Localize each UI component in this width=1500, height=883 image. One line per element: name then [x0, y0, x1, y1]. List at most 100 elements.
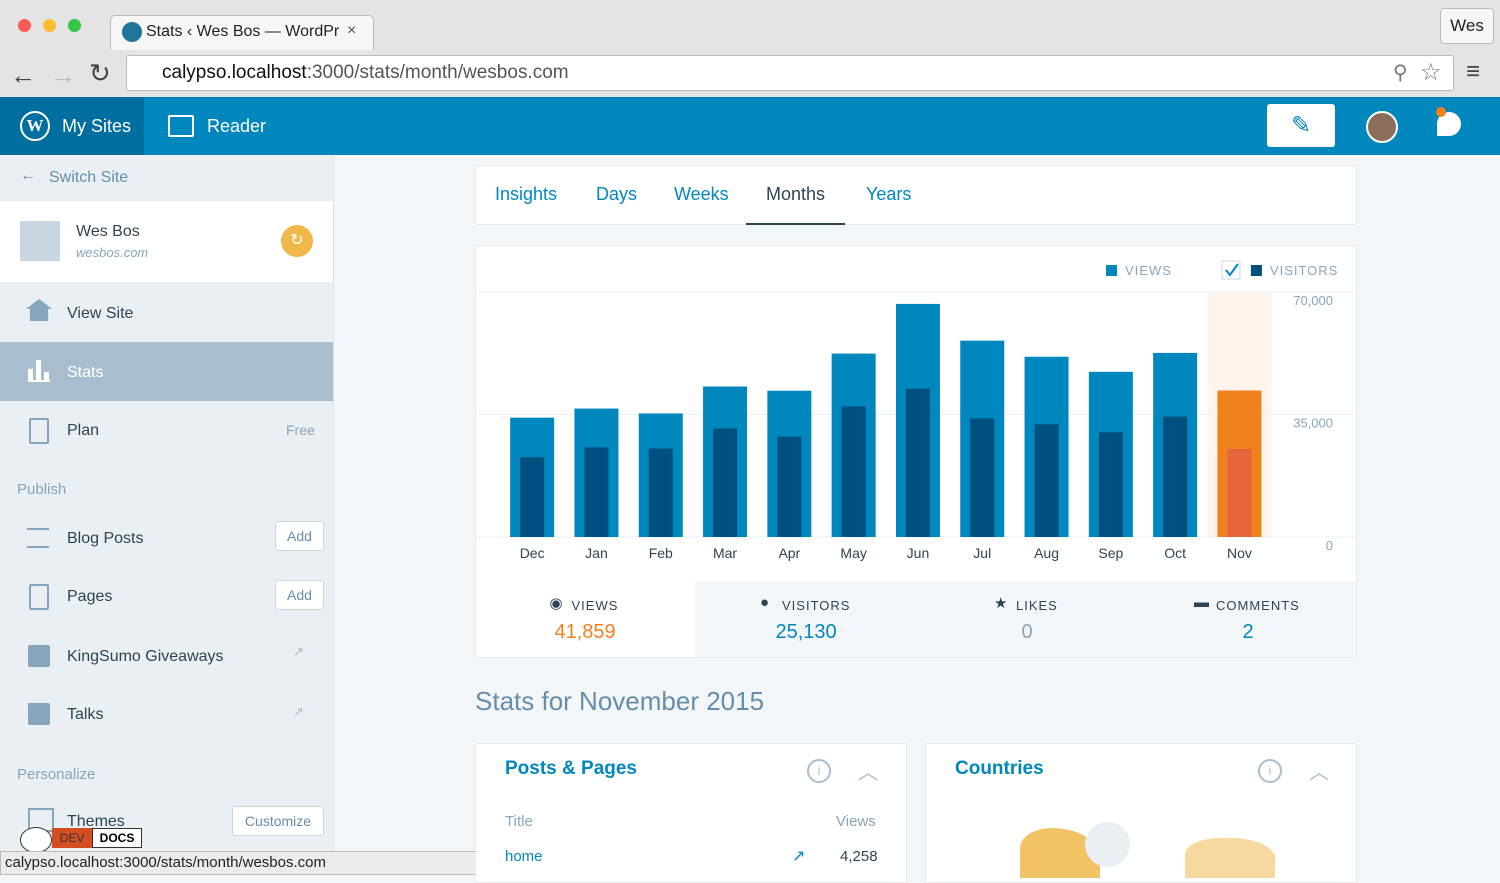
x-tick-label: Jul	[973, 545, 991, 561]
reader-label[interactable]: Reader	[207, 116, 267, 136]
site-domain: wesbos.com	[76, 245, 149, 260]
stats-selected[interactable]	[0, 342, 333, 401]
reader-icon	[168, 115, 194, 137]
site-name: Wes Bos	[76, 223, 140, 240]
y-tick-label: 0	[1326, 538, 1333, 553]
sync-badge[interactable]: ↻	[281, 225, 313, 257]
close-dot[interactable]	[18, 19, 31, 32]
period-tab[interactable]: Years	[866, 184, 912, 204]
x-tick-label: May	[840, 545, 866, 561]
map-land	[1185, 838, 1275, 878]
menu-button[interactable]: ≡	[1466, 58, 1481, 85]
legend-checkbox[interactable]	[1221, 260, 1241, 280]
tab-favicon	[122, 22, 142, 42]
bookmark-star[interactable]: ☆	[1420, 59, 1442, 86]
add-post-button[interactable]: Add	[275, 521, 324, 551]
bar	[1227, 449, 1252, 537]
avatar[interactable]	[1366, 111, 1398, 143]
summary-icon: ◉	[549, 595, 563, 612]
row-views: 4,258	[840, 848, 878, 865]
url-host: calypso.localhost	[162, 62, 307, 83]
add-page-button[interactable]: Add	[275, 580, 324, 610]
y-tick-label: 70,000	[1293, 293, 1333, 308]
stats-label[interactable]: Stats	[67, 364, 104, 381]
kingsumo[interactable]: KingSumo Giveaways	[67, 648, 224, 665]
summary-value: 41,859	[554, 621, 616, 643]
x-tick-label: Dec	[520, 545, 545, 561]
external-link[interactable]: ↗	[792, 848, 806, 865]
summary-label: VIEWS	[571, 598, 619, 613]
blog-posts[interactable]: Blog Posts	[67, 530, 144, 547]
zoom-dot[interactable]	[68, 19, 81, 32]
docs-badge[interactable]: DOCS	[92, 828, 142, 848]
pages-icon	[29, 584, 49, 610]
posts-card	[475, 743, 907, 883]
legend-swatch	[1106, 265, 1117, 276]
bar	[584, 447, 609, 537]
x-tick-label: Jun	[907, 545, 930, 561]
tab-close[interactable]: ×	[347, 22, 357, 39]
info-icon[interactable]: i	[807, 759, 831, 783]
status-bar: calypso.localhost:3000/stats/month/wesbo…	[0, 851, 500, 875]
plan-icon	[29, 418, 49, 444]
period-tab[interactable]: Months	[766, 184, 826, 204]
customize-button[interactable]: Customize	[232, 806, 324, 836]
info-icon[interactable]: i	[1258, 759, 1282, 783]
bar	[841, 406, 866, 537]
my-sites-label[interactable]: My Sites	[62, 116, 132, 136]
dev-badge[interactable]: DEV	[52, 828, 92, 848]
posts-card-title[interactable]: Posts & Pages	[505, 758, 637, 779]
period-heading: Stats for November 2015	[475, 686, 765, 716]
devdocs-bug[interactable]	[20, 827, 52, 853]
row-title[interactable]: home	[505, 848, 543, 865]
bar	[970, 418, 995, 537]
period-tab[interactable]: Weeks	[674, 184, 729, 204]
switch-site[interactable]: Switch Site	[49, 169, 129, 186]
collapse-icon[interactable]: ︿	[1309, 762, 1329, 784]
collapse-icon[interactable]: ︿	[858, 762, 878, 784]
period-tabs	[475, 165, 1357, 225]
plan-label[interactable]: Plan	[67, 422, 100, 439]
forward-button[interactable]: →	[50, 60, 76, 90]
zoom-icon[interactable]: ⚲	[1393, 62, 1408, 84]
x-tick-label: Oct	[1164, 545, 1186, 561]
period-tab[interactable]: Days	[596, 184, 638, 204]
personalize-header: Personalize	[17, 766, 96, 783]
tab-underline	[746, 223, 845, 225]
countries-card	[925, 743, 1357, 883]
plan-badge: Free	[286, 422, 315, 438]
summary-label: COMMENTS	[1216, 598, 1300, 613]
pages[interactable]: Pages	[67, 588, 113, 605]
summary-icon: ★	[994, 595, 1008, 612]
x-tick-label: Mar	[713, 545, 737, 561]
minimize-dot[interactable]	[43, 19, 56, 32]
profile-button[interactable]: Wes	[1440, 8, 1494, 44]
countries-card-title[interactable]: Countries	[955, 758, 1044, 779]
col-title: Title	[505, 813, 533, 830]
summary-icon: ▬	[1194, 594, 1209, 611]
reload-button[interactable]: ↻	[89, 58, 111, 88]
back-button[interactable]: ←	[10, 60, 36, 90]
themes[interactable]: Themes	[67, 813, 125, 830]
map-land	[1085, 822, 1130, 867]
tab[interactable]	[110, 15, 374, 50]
period-tab[interactable]: Insights	[495, 184, 558, 204]
bar	[777, 436, 802, 537]
view-site[interactable]: View Site	[67, 305, 134, 322]
bar	[905, 388, 930, 537]
talks[interactable]: Talks	[67, 706, 104, 723]
bar	[1098, 432, 1123, 537]
legend-label: VISITORS	[1270, 263, 1338, 278]
summary-icon: ●	[760, 594, 770, 611]
external-icon: ↗	[293, 704, 304, 719]
x-tick-label: Feb	[649, 545, 673, 561]
summary-value: 2	[1242, 621, 1254, 643]
write-button[interactable]: ✎	[1267, 104, 1335, 147]
home-icon	[26, 299, 52, 321]
bar	[648, 448, 673, 537]
bar	[1034, 424, 1059, 537]
url-bar[interactable]	[126, 55, 1454, 91]
y-tick-label: 35,000	[1293, 416, 1333, 431]
summary-value: 25,130	[775, 621, 837, 643]
